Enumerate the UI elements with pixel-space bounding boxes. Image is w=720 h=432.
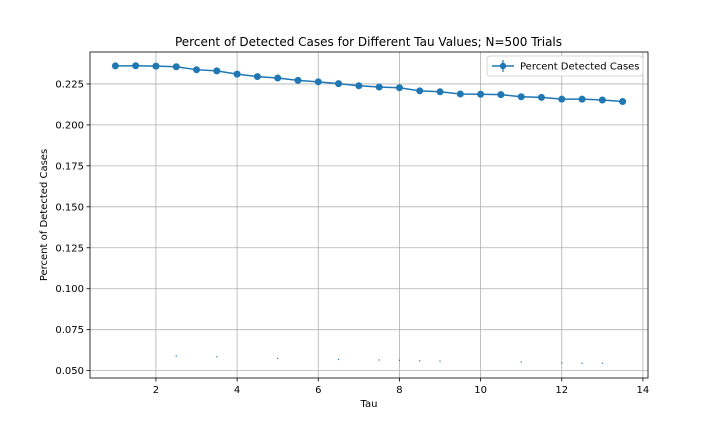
chart-title: Percent of Detected Cases for Different …	[175, 35, 562, 49]
legend-box	[486, 55, 644, 77]
y-tick-label: 0.050	[55, 366, 84, 377]
data-point	[395, 84, 403, 92]
x-axis: 2 4 6 8 10 12 14	[153, 378, 650, 396]
grid	[90, 52, 648, 378]
legend-marker-icon	[499, 62, 507, 70]
y-axis-label: Percent of Detected Cases	[39, 149, 50, 281]
data-point	[253, 73, 261, 81]
x-tick-label: 14	[637, 385, 650, 396]
data-point	[416, 87, 424, 95]
data-point	[497, 91, 505, 99]
data-point	[619, 97, 627, 105]
data-point	[436, 88, 444, 96]
data-point	[172, 63, 180, 71]
data-point	[193, 66, 201, 74]
data-point	[111, 62, 119, 70]
y-tick-label: 0.200	[55, 120, 84, 131]
data-point	[456, 90, 464, 98]
plot-area	[89, 51, 649, 379]
data-point	[213, 67, 221, 75]
data-point	[132, 62, 140, 70]
data-point	[274, 74, 282, 82]
data-point	[314, 78, 322, 86]
y-tick-label: 0.125	[55, 243, 84, 254]
legend: Percent Detected Cases	[486, 55, 644, 77]
y-tick-label: 0.100	[55, 284, 84, 295]
data-point	[355, 82, 363, 90]
data-point	[294, 76, 302, 84]
y-tick-label: 0.075	[55, 325, 84, 336]
data-point	[517, 93, 525, 101]
data-point	[558, 95, 566, 103]
data-point	[598, 96, 606, 104]
data-point	[578, 95, 586, 103]
data-point	[335, 80, 343, 88]
y-tick-label: 0.225	[55, 79, 84, 90]
data-point	[152, 62, 160, 70]
series-percent-detected-cases	[111, 62, 627, 105]
data-point	[477, 90, 485, 98]
y-axis: 0.050 0.075 0.100 0.125 0.150 0.175 0.200 0.225	[55, 79, 90, 377]
data-point	[375, 83, 383, 91]
data-point	[537, 93, 545, 101]
x-tick-label: 2	[153, 385, 159, 396]
x-tick-label: 8	[396, 385, 402, 396]
x-tick-label: 6	[315, 385, 321, 396]
y-tick-label: 0.150	[55, 202, 84, 213]
x-axis-label: Tau	[360, 399, 378, 410]
data-point	[233, 70, 241, 78]
x-tick-label: 4	[234, 385, 240, 396]
x-tick-label: 12	[555, 385, 568, 396]
y-tick-label: 0.175	[55, 161, 84, 172]
error-bar-lower-caps	[175, 355, 603, 364]
x-tick-label: 10	[474, 385, 487, 396]
legend-entry-percent-detected-cases: Percent Detected Cases	[520, 62, 640, 73]
